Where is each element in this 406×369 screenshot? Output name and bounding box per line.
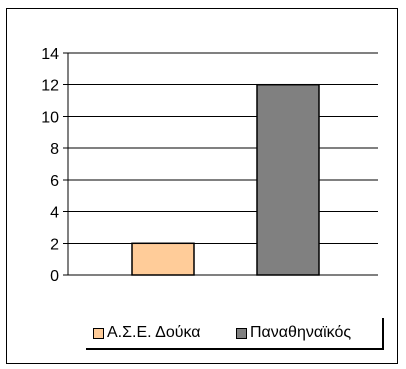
legend-item-panathinaikos: Παναθηναϊκός — [236, 324, 351, 342]
bar-ase-douka — [131, 242, 195, 276]
legend-item-ase-douka: Α.Σ.Ε. Δούκα — [93, 324, 201, 342]
y-tick-label: 14 — [41, 46, 59, 63]
bar-panathinaikos — [256, 83, 320, 276]
y-tick-label: 2 — [50, 236, 59, 253]
y-tick-label: 12 — [41, 78, 59, 95]
y-tick-label: 10 — [41, 109, 59, 126]
y-tick-label: 8 — [50, 141, 59, 158]
legend-swatch-panathinaikos — [236, 327, 247, 339]
legend: Α.Σ.Ε. Δούκα Παναθηναϊκός — [86, 318, 384, 350]
y-tick-label: 0 — [50, 268, 59, 285]
legend-label-panathinaikos: Παναθηναϊκός — [250, 324, 352, 341]
legend-swatch-ase-douka — [93, 327, 104, 339]
chart-frame — [6, 8, 398, 364]
y-tick-label: 6 — [50, 173, 59, 190]
y-tick-label: 4 — [50, 205, 59, 222]
legend-label-ase-douka: Α.Σ.Ε. Δούκα — [107, 324, 201, 341]
